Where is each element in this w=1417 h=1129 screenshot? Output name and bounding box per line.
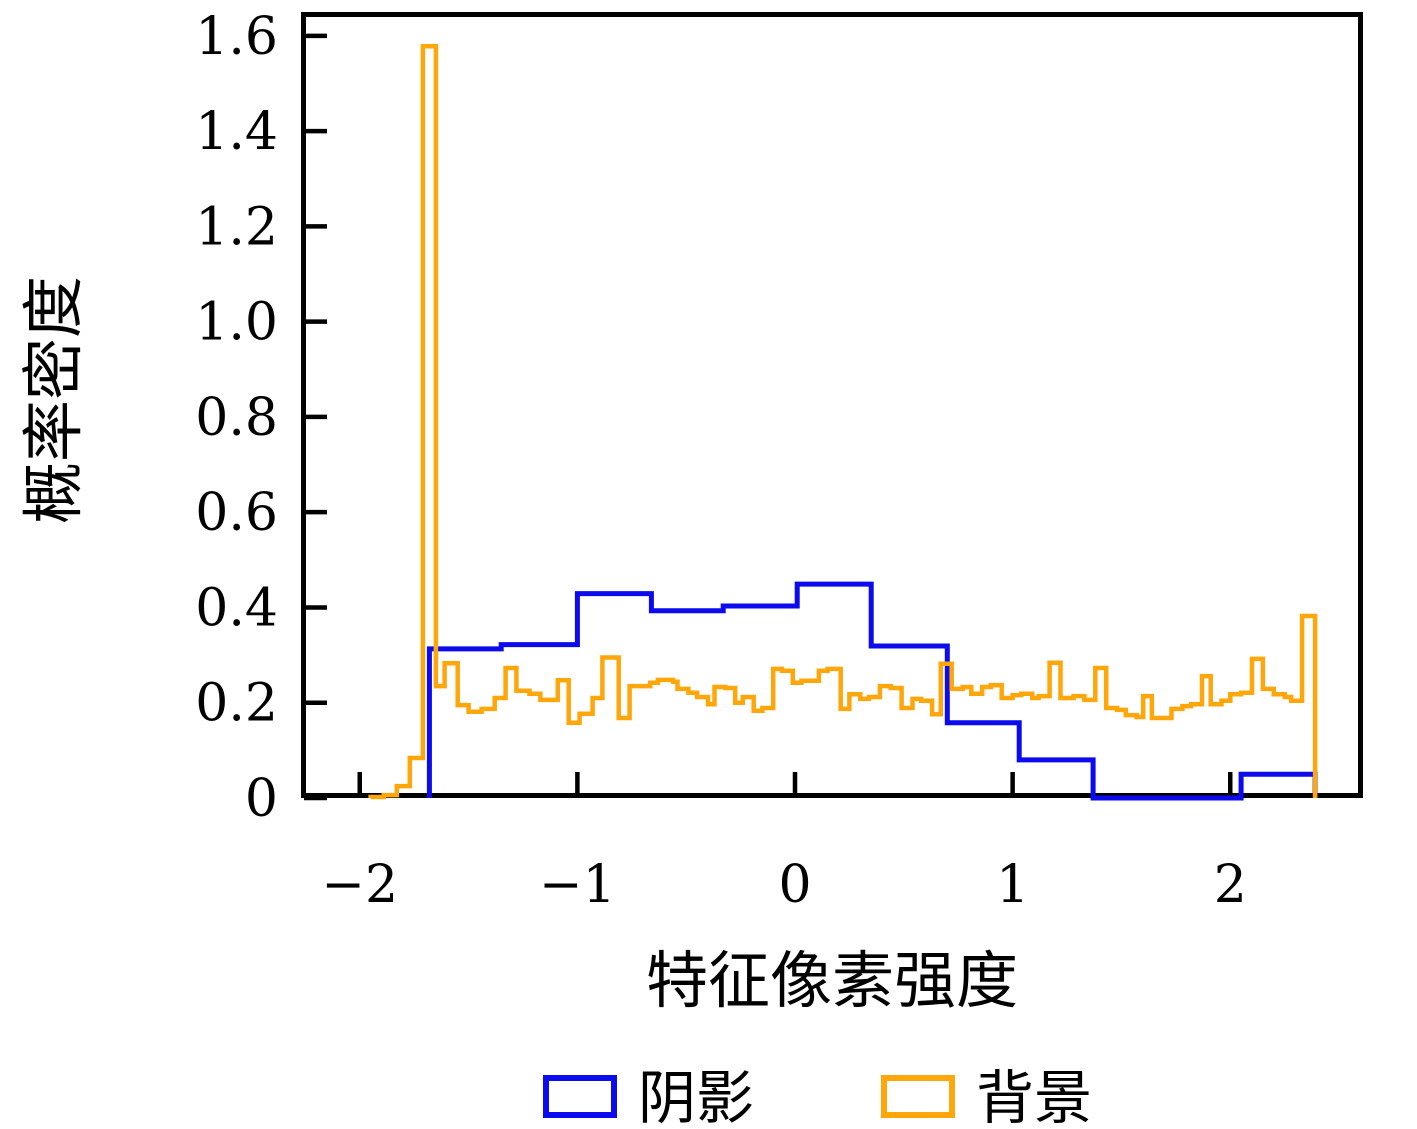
y-axis-ticks: 0 0.2 0.4 0.6 0.8 1.0 1.2 1.4 1.6 [195,7,327,829]
legend-label-shadow: 阴影 [638,1064,754,1125]
x-axis-label: 特征像素强度 [646,944,1018,1017]
legend-label-background: 背景 [976,1064,1092,1125]
y-axis-label: 概率密度 [17,276,90,524]
x-tick-label: 2 [1214,855,1247,915]
x-tick-label: −2 [321,855,398,915]
legend-swatch-shadow [543,1075,617,1118]
y-tick-label: 1.6 [195,7,278,67]
x-axis-ticks: −2 −1 0 1 2 [321,772,1247,915]
y-tick-label: 1.4 [195,102,278,162]
y-tick-label: 0.4 [195,578,278,638]
y-tick-label: 0.2 [195,674,278,734]
y-tick-label: 0 [245,769,278,829]
series-layer [368,44,1318,801]
y-tick-label: 1.0 [195,293,278,353]
y-tick-label: 1.2 [195,197,278,257]
background-series-path [368,44,1318,800]
legend-swatch-background [881,1075,955,1118]
plot-frame [301,12,1363,798]
legend: 阴影 背景 [543,1064,1092,1129]
x-tick-label: −1 [539,855,616,915]
y-tick-label: 0.6 [195,483,278,543]
shadow-series-path [426,581,1318,801]
x-tick-label: 0 [778,855,811,915]
y-tick-label: 0.8 [195,388,278,448]
x-tick-label: 1 [996,855,1029,915]
